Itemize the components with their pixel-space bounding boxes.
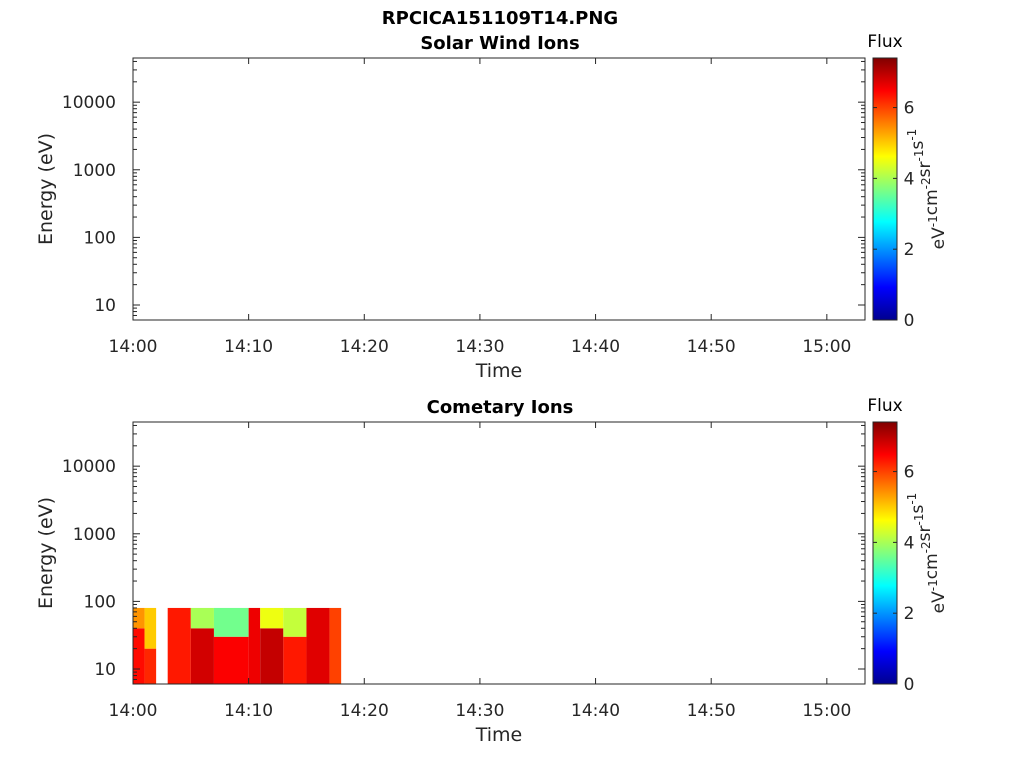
x-tick-label: 14:30 — [455, 337, 504, 357]
panel-title: Solar Wind Ions — [420, 33, 579, 54]
heatmap-cell-3 — [144, 607, 157, 649]
unit-exponent: -1 — [912, 150, 926, 162]
unit-base: cm — [922, 189, 942, 215]
heatmap-cell-2 — [144, 648, 157, 684]
unit-base: eV — [929, 591, 949, 613]
colorbar-tick-label: 0 — [904, 675, 915, 695]
x-tick-label: 14:00 — [109, 701, 158, 721]
heatmap-cell-1 — [133, 607, 145, 629]
colorbar — [872, 421, 898, 685]
y-axis-label: Energy (eV) — [35, 133, 57, 245]
heatmap-cell-12 — [283, 636, 307, 684]
heatmap-cell-8 — [213, 607, 249, 637]
colorbar-tick-label: 6 — [904, 99, 915, 119]
plot-frame — [132, 421, 866, 685]
heatmap-cell-11 — [260, 607, 284, 629]
x-axis-label: Time — [475, 724, 523, 746]
x-tick-label: 14:50 — [687, 701, 736, 721]
y-tick-label: 10000 — [62, 93, 116, 113]
y-tick-label: 10000 — [62, 457, 116, 477]
heatmap-cell-10 — [260, 628, 284, 684]
x-axis-label: Time — [475, 360, 523, 382]
panel-1: 14:00 14:10 14:20 14:30 14:40 14:50 15:00 10 100… — [35, 32, 949, 382]
y-tick-label: 100 — [84, 592, 116, 612]
x-tick-label: 14:40 — [571, 337, 620, 357]
unit-base: s — [908, 141, 928, 150]
x-tick-label: 15:00 — [802, 337, 851, 357]
colorbar-unit-label: eV-1cm-2sr-1s-1 — [905, 129, 949, 250]
heatmap-cell-4 — [167, 607, 191, 684]
x-tick-label: 14:30 — [455, 701, 504, 721]
colorbar — [872, 57, 898, 321]
x-tick-label: 15:00 — [802, 701, 851, 721]
x-tick-label: 14:10 — [224, 337, 273, 357]
x-tick-label: 14:00 — [109, 337, 158, 357]
unit-exponent: -2 — [919, 177, 933, 189]
colorbar-title: Flux — [867, 396, 902, 416]
x-tick-label: 14:10 — [224, 701, 273, 721]
unit-base: eV — [929, 227, 949, 249]
unit-base: s — [908, 505, 928, 514]
y-tick-label: 10 — [94, 296, 116, 316]
heatmap-cell-15 — [329, 607, 342, 684]
colorbar-title: Flux — [867, 32, 902, 52]
y-tick-label: 1000 — [73, 161, 116, 181]
y-tick-label: 1000 — [73, 525, 116, 545]
heatmap-cell-5 — [190, 628, 214, 684]
y-tick-label: 100 — [84, 228, 116, 248]
x-tick-label: 14:20 — [340, 337, 389, 357]
panel-2: 14:00 14:10 14:20 14:30 14:40 14:50 15:00 10 100… — [35, 396, 949, 746]
heatmap-cell-13 — [283, 607, 307, 637]
heatmap-cell-6 — [190, 607, 214, 629]
colorbar-tick-label: 0 — [904, 311, 915, 331]
y-tick-label: 10 — [94, 660, 116, 680]
unit-exponent: -1 — [912, 514, 926, 526]
unit-base: sr — [915, 161, 935, 177]
heatmap-cell-9 — [248, 607, 261, 684]
x-tick-label: 14:50 — [687, 337, 736, 357]
x-tick-label: 14:40 — [571, 701, 620, 721]
unit-exponent: -2 — [919, 541, 933, 553]
colorbar-tick-label: 4 — [904, 169, 915, 189]
plot-frame — [132, 57, 866, 321]
panel-title: Cometary Ions — [427, 397, 574, 418]
unit-base: cm — [922, 553, 942, 579]
colorbar-tick-label: 2 — [904, 240, 915, 260]
colorbar-tick-label: 6 — [904, 463, 915, 483]
y-axis-label: Energy (eV) — [35, 497, 57, 609]
colorbar-tick-label: 4 — [904, 533, 915, 553]
colorbar-tick-label: 2 — [904, 604, 915, 624]
unit-exponent: -1 — [926, 579, 940, 591]
heatmap-cell-14 — [306, 607, 330, 684]
x-tick-label: 14:20 — [340, 701, 389, 721]
unit-exponent: -1 — [905, 129, 919, 141]
unit-exponent: -1 — [926, 215, 940, 227]
colorbar-unit-label: eV-1cm-2sr-1s-1 — [905, 493, 949, 614]
unit-exponent: -1 — [905, 493, 919, 505]
heatmap-cell-0 — [133, 628, 145, 684]
heatmap-cell-7 — [213, 636, 249, 684]
unit-base: sr — [915, 525, 935, 541]
figure-title: RPCICA151109T14.PNG — [382, 8, 618, 29]
